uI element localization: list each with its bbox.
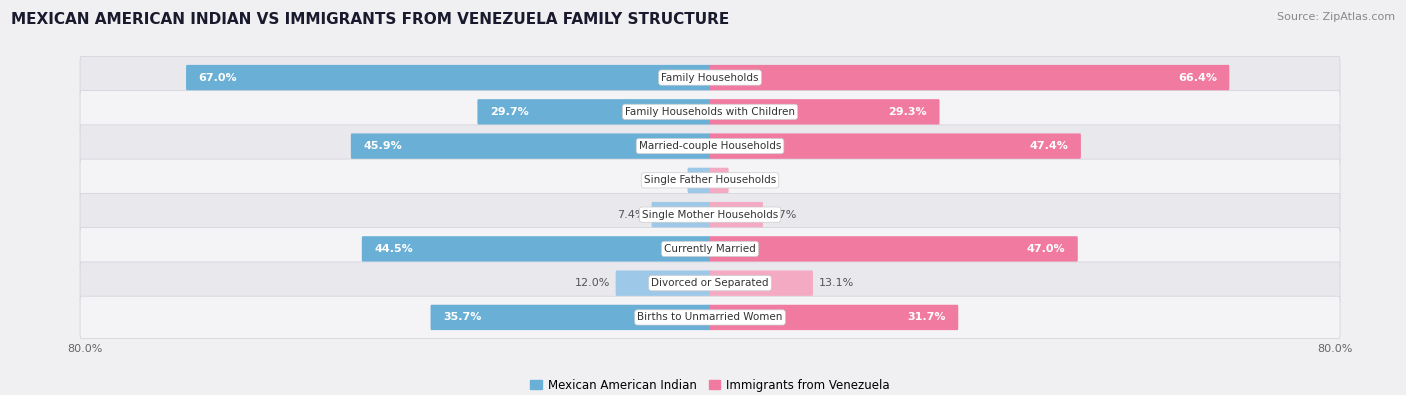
FancyBboxPatch shape [430, 305, 710, 330]
FancyBboxPatch shape [80, 90, 1340, 133]
Text: 2.8%: 2.8% [654, 175, 682, 185]
FancyBboxPatch shape [710, 65, 1229, 90]
Legend: Mexican American Indian, Immigrants from Venezuela: Mexican American Indian, Immigrants from… [526, 374, 894, 395]
Text: 67.0%: 67.0% [198, 73, 238, 83]
FancyBboxPatch shape [80, 125, 1340, 167]
Text: Births to Unmarried Women: Births to Unmarried Women [637, 312, 783, 322]
Text: 29.3%: 29.3% [889, 107, 927, 117]
Text: 44.5%: 44.5% [374, 244, 413, 254]
FancyBboxPatch shape [80, 296, 1340, 339]
Text: Single Father Households: Single Father Households [644, 175, 776, 185]
Text: 47.4%: 47.4% [1029, 141, 1069, 151]
FancyBboxPatch shape [80, 194, 1340, 236]
Text: Divorced or Separated: Divorced or Separated [651, 278, 769, 288]
FancyBboxPatch shape [710, 99, 939, 124]
FancyBboxPatch shape [710, 236, 1078, 261]
FancyBboxPatch shape [616, 271, 710, 296]
FancyBboxPatch shape [710, 134, 1081, 159]
Text: MEXICAN AMERICAN INDIAN VS IMMIGRANTS FROM VENEZUELA FAMILY STRUCTURE: MEXICAN AMERICAN INDIAN VS IMMIGRANTS FR… [11, 12, 730, 27]
Text: 13.1%: 13.1% [818, 278, 853, 288]
Text: 47.0%: 47.0% [1026, 244, 1066, 254]
FancyBboxPatch shape [80, 228, 1340, 270]
FancyBboxPatch shape [651, 202, 710, 227]
Text: 2.3%: 2.3% [734, 175, 762, 185]
FancyBboxPatch shape [186, 65, 710, 90]
FancyBboxPatch shape [478, 99, 710, 124]
FancyBboxPatch shape [710, 305, 959, 330]
FancyBboxPatch shape [80, 262, 1340, 305]
FancyBboxPatch shape [80, 159, 1340, 201]
Text: Family Households: Family Households [661, 73, 759, 83]
Text: Source: ZipAtlas.com: Source: ZipAtlas.com [1277, 12, 1395, 22]
FancyBboxPatch shape [710, 202, 763, 227]
Text: Single Mother Households: Single Mother Households [643, 210, 778, 220]
Text: 31.7%: 31.7% [907, 312, 946, 322]
Text: Family Households with Children: Family Households with Children [626, 107, 794, 117]
Text: 45.9%: 45.9% [363, 141, 402, 151]
Text: 12.0%: 12.0% [575, 278, 610, 288]
FancyBboxPatch shape [361, 236, 710, 261]
Text: 35.7%: 35.7% [443, 312, 481, 322]
FancyBboxPatch shape [710, 168, 728, 193]
Text: 6.7%: 6.7% [769, 210, 797, 220]
Text: 66.4%: 66.4% [1178, 73, 1218, 83]
Text: 29.7%: 29.7% [489, 107, 529, 117]
Text: 7.4%: 7.4% [617, 210, 645, 220]
FancyBboxPatch shape [352, 134, 710, 159]
FancyBboxPatch shape [80, 56, 1340, 99]
FancyBboxPatch shape [688, 168, 710, 193]
Text: Married-couple Households: Married-couple Households [638, 141, 782, 151]
Text: Currently Married: Currently Married [664, 244, 756, 254]
FancyBboxPatch shape [710, 271, 813, 296]
